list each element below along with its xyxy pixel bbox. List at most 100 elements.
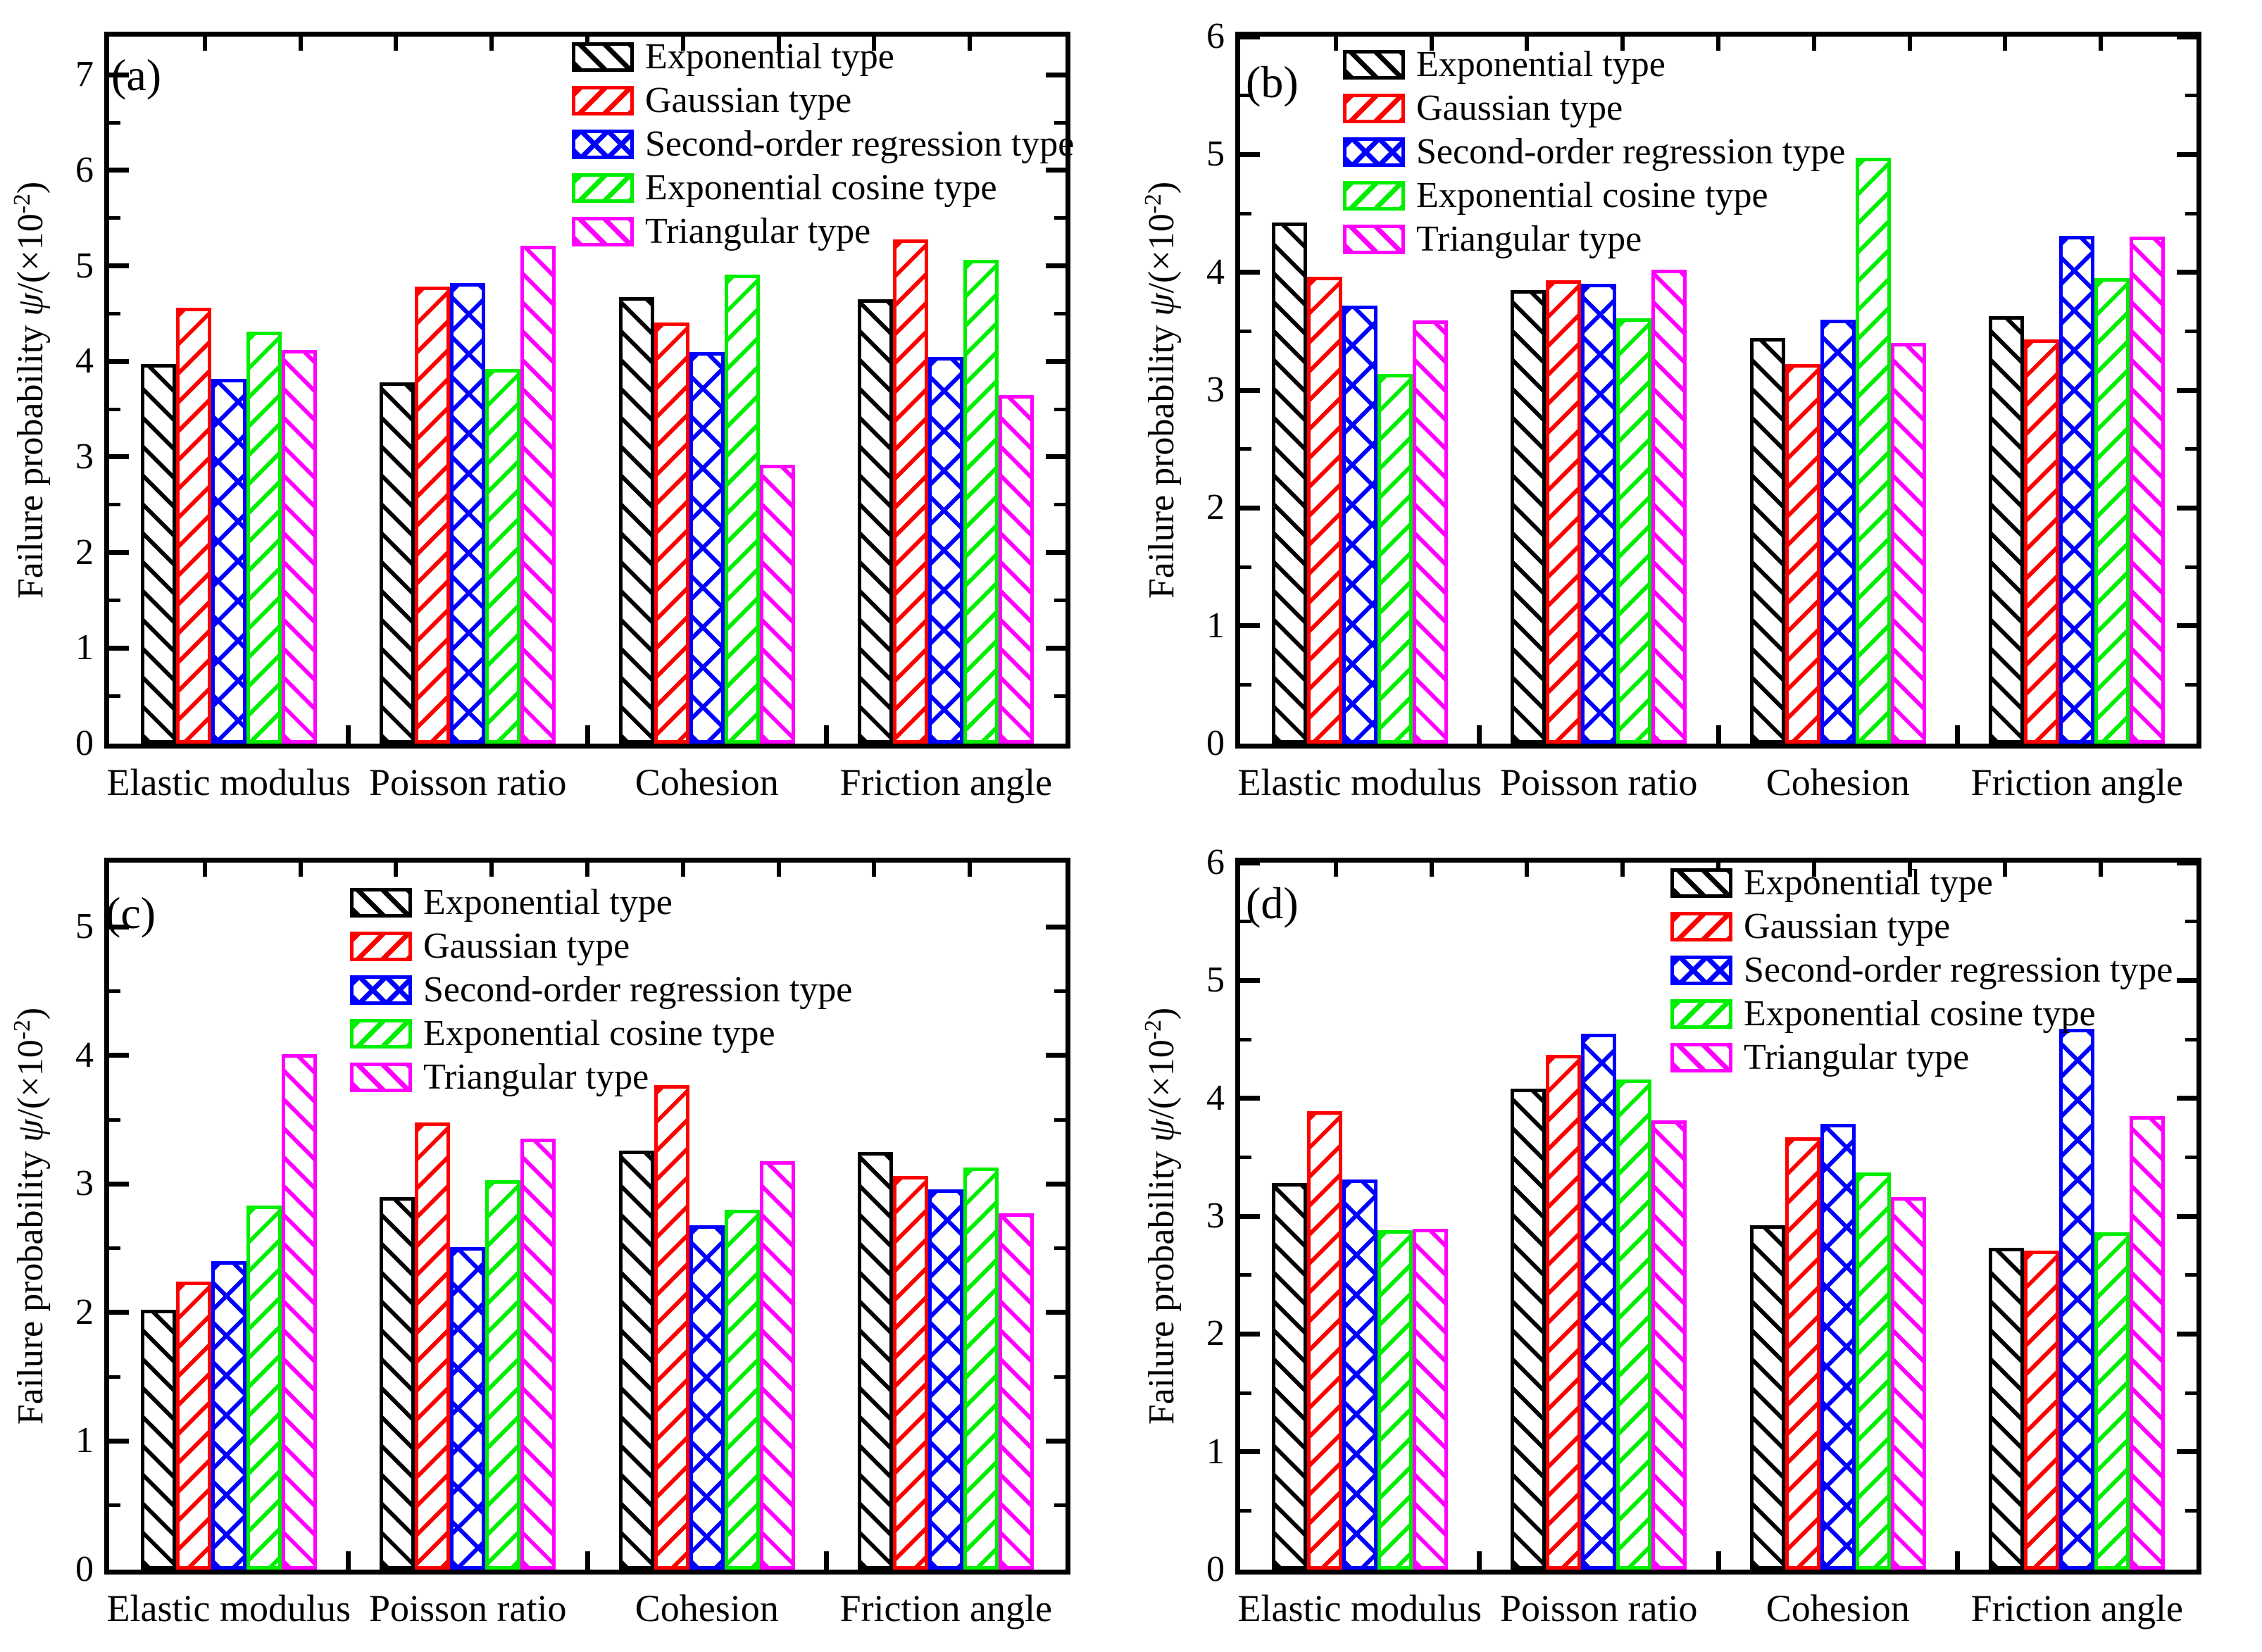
y-major-tick-right bbox=[1046, 263, 1066, 269]
y-minor-tick bbox=[109, 598, 120, 602]
y-minor-tick-right bbox=[1054, 598, 1066, 602]
bar bbox=[2094, 278, 2130, 744]
y-minor-tick bbox=[109, 407, 120, 411]
y-major-tick bbox=[1240, 977, 1260, 983]
y-tick-label: 2 bbox=[75, 532, 94, 572]
y-minor-tick-right bbox=[1054, 503, 1066, 507]
category-label: Friction angle bbox=[839, 1587, 1052, 1629]
bar bbox=[1616, 318, 1652, 744]
y-major-tick bbox=[109, 1181, 129, 1187]
x-top-tick bbox=[298, 863, 303, 877]
legend-item: Triangular type bbox=[572, 213, 870, 250]
y-minor-tick bbox=[109, 1118, 120, 1122]
x-top-tick bbox=[1333, 863, 1338, 877]
y-major-tick-right bbox=[1046, 454, 1066, 460]
y-major-tick-right bbox=[1046, 1053, 1066, 1058]
panel-a: 0 1 2 3 4 5 6 7 Elastic modulus Poisson ratio Cohe… bbox=[0, 0, 1131, 826]
y-major-tick bbox=[1240, 151, 1260, 157]
legend-item: Second-order regression type bbox=[350, 972, 852, 1008]
y-tick-label: 4 bbox=[75, 1034, 94, 1075]
bar bbox=[485, 1179, 521, 1570]
bar bbox=[1855, 158, 1891, 744]
y-minor-tick-right bbox=[2185, 682, 2197, 687]
y-major-tick bbox=[1240, 387, 1260, 393]
x-top-tick bbox=[1429, 863, 1434, 877]
x-top-tick bbox=[968, 37, 973, 51]
bar bbox=[450, 283, 486, 744]
bar bbox=[281, 1054, 317, 1570]
y-major-tick-right bbox=[2177, 623, 2197, 629]
y-minor-tick-right bbox=[1054, 1503, 1066, 1508]
y-tick-label: 1 bbox=[1206, 1431, 1225, 1472]
legend-swatch bbox=[572, 130, 634, 159]
y-minor-tick-right bbox=[2185, 329, 2197, 333]
y-major-tick bbox=[1240, 505, 1260, 511]
y-major-tick bbox=[1240, 34, 1260, 39]
legend-label: Gaussian type bbox=[423, 926, 630, 966]
bar bbox=[618, 1150, 654, 1570]
category-label: Poisson ratio bbox=[1499, 1587, 1698, 1629]
y-minor-tick-right bbox=[2185, 447, 2197, 451]
y-tick-label: 2 bbox=[1206, 487, 1225, 528]
y-tick-label: 7 bbox=[75, 54, 94, 95]
plot-inner-area bbox=[109, 863, 1066, 1570]
x-top-tick bbox=[489, 863, 494, 877]
category-label: Poisson ratio bbox=[368, 761, 567, 803]
legend-item: Exponential type bbox=[1670, 865, 1993, 901]
bar bbox=[1989, 1248, 2025, 1570]
y-minor-tick-right bbox=[1054, 1375, 1066, 1379]
bar bbox=[2024, 1250, 2060, 1570]
bar bbox=[928, 1189, 964, 1570]
y-minor-tick bbox=[1240, 920, 1251, 924]
legend-swatch bbox=[350, 1063, 412, 1092]
bar bbox=[1377, 373, 1413, 744]
x-top-tick bbox=[1907, 37, 1912, 51]
bar bbox=[1651, 270, 1687, 744]
legend-item: Exponential type bbox=[572, 39, 894, 75]
panel-letter: (a) bbox=[111, 50, 162, 100]
bar bbox=[1306, 277, 1342, 744]
category-label: Friction angle bbox=[839, 761, 1052, 803]
y-minor-tick bbox=[1240, 1273, 1251, 1277]
legend-swatch bbox=[1343, 225, 1405, 254]
bar bbox=[380, 382, 415, 744]
y-minor-tick bbox=[109, 120, 120, 125]
legend-item: Triangular type bbox=[350, 1059, 649, 1096]
bar bbox=[2130, 237, 2166, 744]
y-minor-tick-right bbox=[1054, 216, 1066, 220]
y-tick-label: 0 bbox=[75, 723, 94, 763]
x-top-tick bbox=[202, 863, 207, 877]
bar bbox=[2130, 1115, 2166, 1570]
bar bbox=[380, 1196, 415, 1570]
bar bbox=[928, 356, 964, 744]
x-top-tick bbox=[1333, 37, 1338, 51]
panel-letter: (b) bbox=[1246, 57, 1299, 107]
category-label: Elastic modulus bbox=[1237, 1587, 1482, 1629]
bar bbox=[724, 274, 760, 744]
bar bbox=[211, 1260, 246, 1570]
y-minor-tick-right bbox=[2185, 211, 2197, 215]
y-major-tick-right bbox=[1046, 358, 1066, 364]
x-top-tick bbox=[872, 863, 877, 877]
legend-item: Exponential cosine type bbox=[572, 170, 997, 206]
bar bbox=[2059, 235, 2095, 744]
y-major-tick bbox=[109, 72, 129, 77]
y-axis-title: Failure probability ψ/(×10-2) bbox=[8, 1007, 51, 1425]
legend-swatch bbox=[350, 932, 412, 961]
bar bbox=[654, 1084, 689, 1570]
bar bbox=[689, 1225, 725, 1570]
x-top-tick bbox=[1716, 37, 1720, 51]
legend-item: Triangular type bbox=[1670, 1039, 1969, 1076]
bar bbox=[1581, 284, 1617, 744]
y-minor-tick bbox=[1240, 94, 1251, 98]
legend-swatch bbox=[1343, 181, 1405, 211]
x-top-tick bbox=[2099, 37, 2104, 51]
bar bbox=[1546, 1054, 1582, 1570]
bar bbox=[415, 287, 451, 744]
y-tick-label: 3 bbox=[1206, 1196, 1225, 1236]
x-top-tick bbox=[2099, 863, 2104, 877]
x-top-tick bbox=[1620, 863, 1625, 877]
legend-item: Exponential cosine type bbox=[1670, 996, 2096, 1032]
bar bbox=[1890, 343, 1926, 744]
